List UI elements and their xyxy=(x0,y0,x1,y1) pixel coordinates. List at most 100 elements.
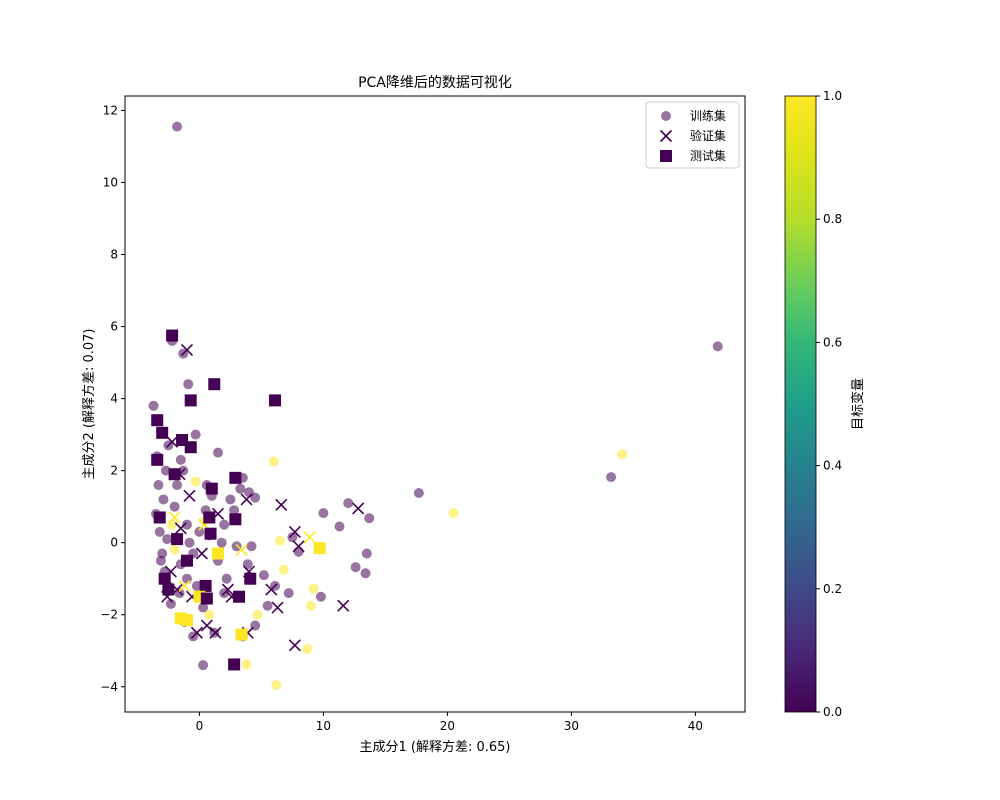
point-square-8 xyxy=(151,453,164,466)
point-circle-49 xyxy=(221,573,232,584)
point-x-23 xyxy=(288,525,301,538)
point-x-19 xyxy=(190,626,203,639)
y-tick-label: 12 xyxy=(103,103,118,117)
colorbar-tick-label: 0.0 xyxy=(823,705,842,719)
point-square-23 xyxy=(244,572,257,585)
point-circle-76 xyxy=(162,534,173,545)
point-square-1 xyxy=(208,378,221,391)
point-x-3 xyxy=(174,522,187,535)
point-circle-15 xyxy=(306,600,316,611)
point-circle-78 xyxy=(258,570,269,581)
point-circle-73 xyxy=(184,537,195,548)
legend-marker-x xyxy=(659,129,673,143)
colorbar-tick-label: 0.8 xyxy=(823,212,842,226)
point-square-11 xyxy=(205,482,218,495)
colorbar-tick-label: 0.4 xyxy=(823,459,842,473)
point-circle-24 xyxy=(278,564,289,575)
colorbar-tick-label: 1.0 xyxy=(823,89,842,103)
point-circle-45 xyxy=(219,519,230,530)
point-circle-64 xyxy=(182,573,192,584)
point-square-26 xyxy=(174,612,187,625)
point-circle-39 xyxy=(190,476,201,487)
point-square-29 xyxy=(153,511,166,524)
point-x-2 xyxy=(183,489,196,502)
point-circle-7 xyxy=(364,513,375,524)
legend-label: 验证集 xyxy=(690,128,726,143)
plot-frame xyxy=(124,95,746,713)
point-circle-13 xyxy=(315,591,326,602)
point-square-21 xyxy=(200,592,213,605)
point-x-11 xyxy=(221,583,234,596)
point-circle-8 xyxy=(334,521,345,532)
point-circle-5 xyxy=(413,487,424,498)
y-tick-label: −4 xyxy=(100,680,118,694)
point-x-13 xyxy=(235,543,248,556)
point-circle-14 xyxy=(308,583,319,594)
data-points xyxy=(148,121,723,690)
point-square-24 xyxy=(235,628,248,641)
point-circle-50 xyxy=(198,602,209,613)
point-square-18 xyxy=(199,579,212,592)
y-tick-label: 2 xyxy=(110,464,118,478)
point-circle-30 xyxy=(183,379,194,390)
point-circle-47 xyxy=(246,541,257,552)
y-axis: −4 −2 0 2 4 6 8 10 12 xyxy=(100,103,125,694)
point-circle-74 xyxy=(167,519,178,530)
point-x-9 xyxy=(195,547,208,560)
point-square-28 xyxy=(228,658,241,671)
point-x-26 xyxy=(352,502,365,515)
point-x-14 xyxy=(240,493,253,506)
point-circle-54 xyxy=(154,526,165,537)
point-circle-42 xyxy=(169,501,180,512)
point-circle-4 xyxy=(448,508,459,519)
point-square-5 xyxy=(156,426,169,439)
point-square-22 xyxy=(233,590,246,603)
x-tick-label: 30 xyxy=(564,719,579,733)
point-x-25 xyxy=(303,531,316,544)
point-circle-85 xyxy=(216,537,227,548)
y-tick-label: −2 xyxy=(100,608,118,622)
point-x-4 xyxy=(168,511,181,524)
point-circle-84 xyxy=(191,580,202,591)
point-circle-34 xyxy=(175,454,186,465)
colorbar-tick-label: 0.2 xyxy=(823,582,842,596)
point-circle-62 xyxy=(169,544,180,555)
colorbar-axis: 0.0 0.2 0.4 0.6 0.8 1.0 xyxy=(816,89,842,719)
point-circle-23 xyxy=(293,546,304,557)
point-x-7 xyxy=(178,579,191,592)
y-axis-label: 主成分2 (解释方差: 0.07) xyxy=(81,328,97,479)
point-square-13 xyxy=(229,513,242,526)
chart-title: PCA降维后的数据可视化 xyxy=(358,75,512,91)
legend-label: 测试集 xyxy=(690,148,726,163)
point-x-20 xyxy=(265,583,278,596)
point-square-14 xyxy=(204,527,217,540)
x-axis-label: 主成分1 (解释方差: 0.65) xyxy=(359,739,510,755)
point-x-1 xyxy=(166,435,179,448)
colorbar-tick-label: 0.6 xyxy=(823,335,842,349)
colorbar xyxy=(784,95,817,713)
point-circle-19 xyxy=(198,660,209,671)
point-x-17 xyxy=(209,626,222,639)
point-square-0 xyxy=(166,329,179,342)
point-circle-81 xyxy=(283,588,294,599)
point-x-21 xyxy=(271,601,284,614)
point-circle-9 xyxy=(318,508,329,519)
point-x-22 xyxy=(275,498,288,511)
point-square-19 xyxy=(162,583,175,596)
point-square-12 xyxy=(203,511,216,524)
legend-label: 训练集 xyxy=(690,108,726,123)
point-circle-17 xyxy=(271,679,282,690)
x-tick-label: 40 xyxy=(688,719,703,733)
point-x-18 xyxy=(200,619,213,632)
point-circle-1 xyxy=(712,341,723,352)
point-circle-80 xyxy=(252,609,263,620)
point-circle-3 xyxy=(606,472,617,483)
point-circle-32 xyxy=(190,429,201,440)
point-circle-2 xyxy=(617,449,628,460)
point-square-30 xyxy=(171,533,184,546)
point-circle-69 xyxy=(229,505,240,516)
point-circle-6 xyxy=(343,498,354,509)
point-x-27 xyxy=(337,599,350,612)
